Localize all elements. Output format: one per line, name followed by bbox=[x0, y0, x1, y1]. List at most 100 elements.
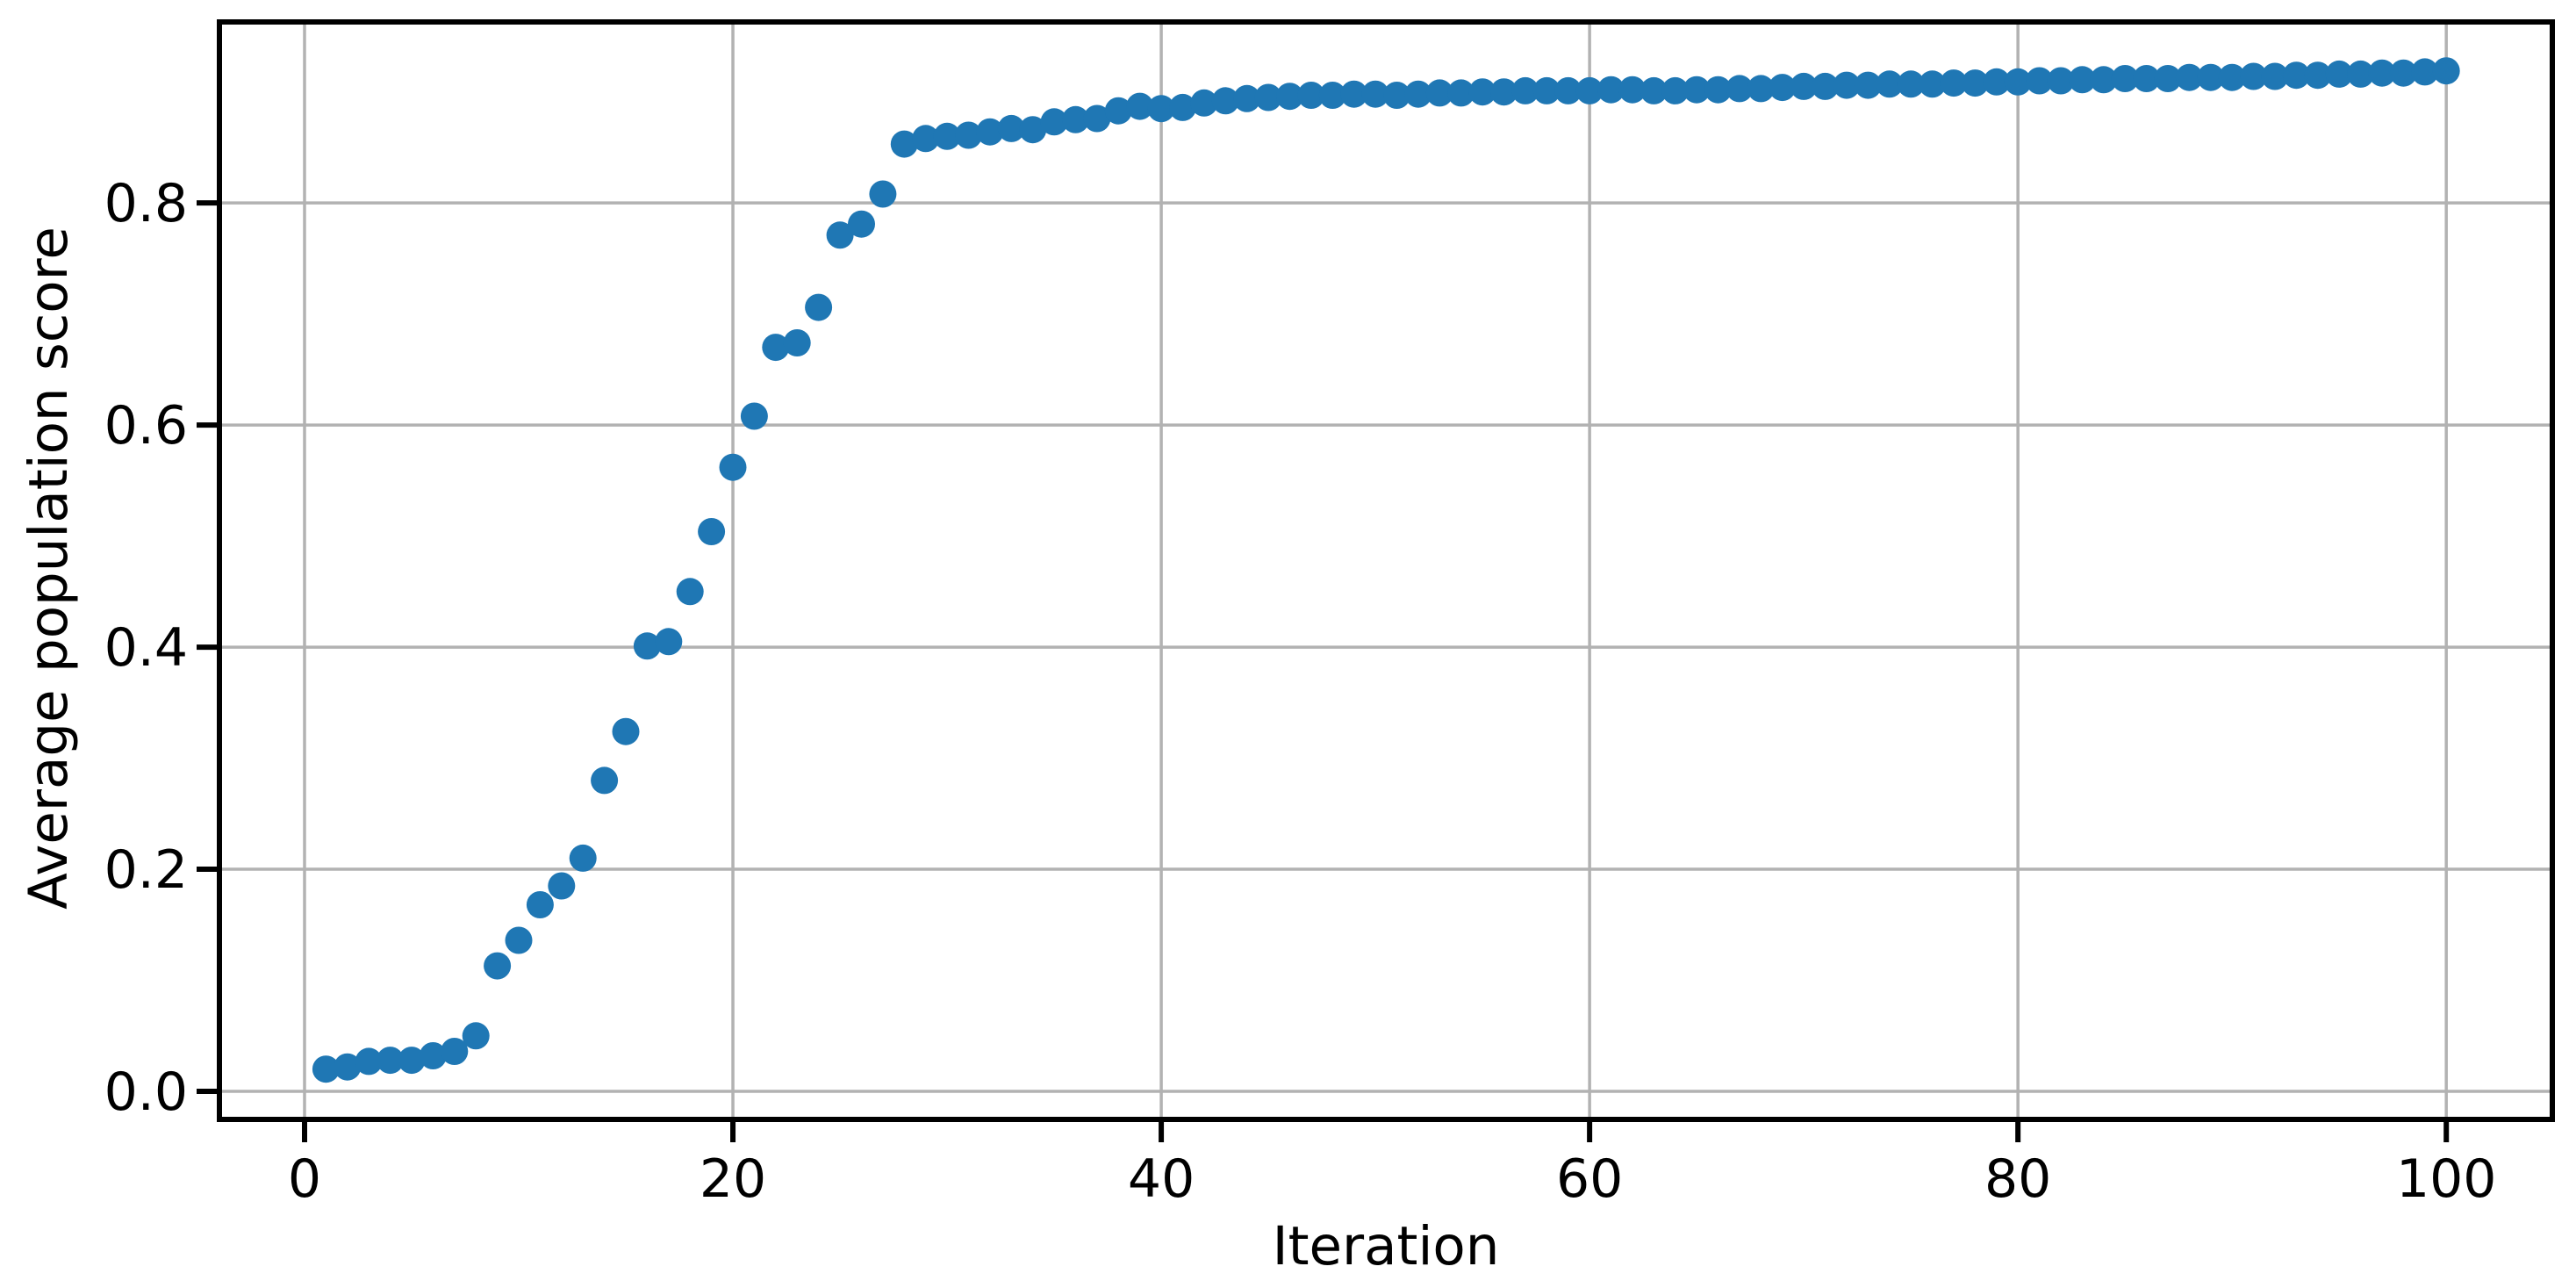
data-point bbox=[1468, 78, 1496, 106]
data-point bbox=[2175, 63, 2203, 91]
data-point bbox=[2197, 63, 2225, 91]
data-point bbox=[997, 114, 1025, 142]
data-point bbox=[1575, 76, 1604, 104]
data-point bbox=[484, 952, 512, 980]
data-point bbox=[2368, 59, 2396, 87]
data-point bbox=[955, 121, 982, 149]
data-point bbox=[1147, 95, 1175, 123]
data-point bbox=[890, 130, 918, 158]
data-point bbox=[869, 180, 897, 208]
data-point bbox=[1126, 92, 1154, 120]
data-point bbox=[1854, 71, 1882, 99]
data-point bbox=[2432, 57, 2460, 85]
data-point bbox=[419, 1042, 447, 1069]
data-point bbox=[569, 844, 597, 872]
x-tick-label: 100 bbox=[2396, 1148, 2497, 1210]
data-point bbox=[805, 293, 833, 321]
data-point bbox=[2004, 68, 2032, 96]
data-point bbox=[1790, 72, 1818, 100]
data-point bbox=[719, 453, 747, 481]
y-axis-label: Average population score bbox=[18, 227, 80, 910]
data-point bbox=[2282, 61, 2310, 90]
data-point bbox=[355, 1047, 383, 1076]
data-point bbox=[1876, 70, 1904, 98]
data-point bbox=[2389, 59, 2417, 87]
data-point bbox=[1019, 116, 1047, 144]
data-point bbox=[526, 891, 554, 918]
data-point bbox=[976, 118, 1004, 146]
data-point bbox=[612, 717, 640, 745]
tick-layer: 0 20 40 60 80 100 0.0 0.2 0.4 0.6 0.8 bbox=[104, 173, 2497, 1210]
data-point bbox=[2111, 65, 2139, 92]
data-point bbox=[848, 210, 875, 238]
data-point bbox=[312, 1055, 340, 1083]
data-point bbox=[1640, 76, 1668, 104]
data-point bbox=[1812, 72, 1839, 100]
y-tick-label: 0.0 bbox=[104, 1061, 188, 1123]
data-point bbox=[1233, 84, 1261, 112]
data-point bbox=[591, 766, 619, 795]
data-point bbox=[2261, 62, 2289, 90]
data-point bbox=[1425, 79, 1453, 107]
x-tick-label: 60 bbox=[1556, 1148, 1623, 1210]
data-point bbox=[1704, 76, 1732, 104]
data-point bbox=[548, 872, 576, 900]
data-point bbox=[676, 578, 704, 606]
data-point bbox=[2218, 63, 2246, 91]
data-point bbox=[912, 125, 940, 153]
data-point bbox=[1940, 69, 1968, 97]
x-tick-label: 40 bbox=[1128, 1148, 1195, 1210]
data-point bbox=[1833, 71, 1861, 99]
data-point bbox=[505, 926, 533, 954]
data-point bbox=[2347, 60, 2375, 88]
data-point bbox=[2154, 65, 2182, 92]
data-point bbox=[1169, 93, 1196, 121]
data-point bbox=[1361, 80, 1389, 108]
data-points-layer bbox=[312, 57, 2460, 1083]
data-point bbox=[1511, 76, 1539, 104]
data-point bbox=[1040, 108, 1068, 136]
data-point bbox=[1297, 82, 1325, 109]
data-point bbox=[1983, 68, 2011, 96]
data-point bbox=[1532, 76, 1561, 104]
data-point bbox=[1661, 76, 1690, 104]
data-point bbox=[1683, 76, 1711, 104]
data-point bbox=[2068, 66, 2096, 94]
data-point bbox=[1897, 70, 1925, 98]
data-point bbox=[1276, 83, 1303, 111]
data-point bbox=[633, 632, 661, 660]
y-tick-label: 0.2 bbox=[104, 839, 188, 901]
data-point bbox=[377, 1047, 405, 1075]
data-point bbox=[698, 518, 726, 545]
data-point bbox=[2133, 65, 2161, 92]
data-point bbox=[441, 1038, 469, 1065]
data-point bbox=[2304, 61, 2332, 90]
data-point bbox=[462, 1022, 490, 1050]
data-point bbox=[1447, 79, 1475, 107]
data-point bbox=[1062, 105, 1089, 133]
data-point bbox=[1254, 83, 1282, 112]
data-point bbox=[1747, 75, 1775, 103]
data-point bbox=[826, 221, 854, 249]
data-point bbox=[1083, 104, 1111, 133]
grid-layer bbox=[219, 22, 2552, 1119]
data-point bbox=[2047, 67, 2075, 95]
x-tick-label: 80 bbox=[1984, 1148, 2051, 1210]
data-point bbox=[1769, 74, 1797, 102]
data-point bbox=[1318, 82, 1346, 109]
data-point bbox=[1104, 97, 1132, 125]
data-point bbox=[655, 628, 683, 656]
data-point bbox=[1383, 82, 1410, 109]
data-point bbox=[762, 334, 790, 362]
data-point bbox=[1919, 70, 1947, 98]
data-point bbox=[1340, 80, 1368, 108]
data-point bbox=[2090, 66, 2118, 94]
data-point bbox=[1726, 75, 1754, 103]
data-point bbox=[2026, 67, 2054, 95]
data-point bbox=[740, 402, 768, 430]
x-tick-label: 20 bbox=[700, 1148, 766, 1210]
data-point bbox=[1961, 69, 1989, 97]
y-tick-label: 0.4 bbox=[104, 617, 188, 679]
